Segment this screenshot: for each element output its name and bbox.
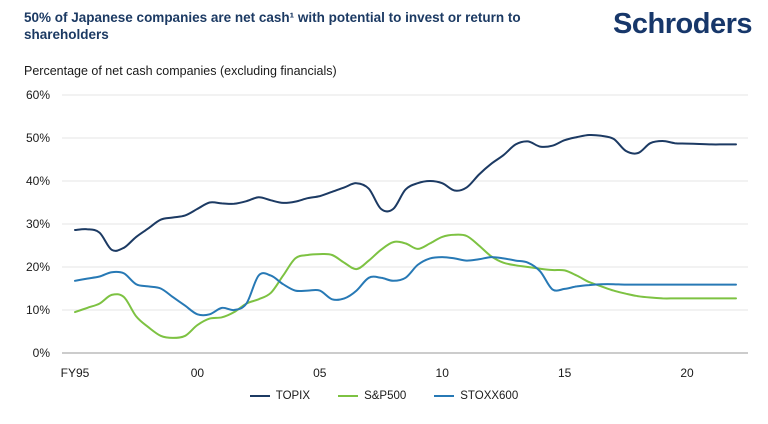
legend-label-sp500: S&P500 <box>364 390 407 402</box>
legend-label-topix: TOPIX <box>275 390 311 402</box>
y-tick-label: 50% <box>26 131 50 145</box>
series-line-sp500 <box>74 233 737 339</box>
x-tick-label: 20 <box>680 366 694 380</box>
legend-item-stoxx600: STOXX600 <box>434 390 518 402</box>
schroders-logo: Schroders <box>613 8 752 40</box>
legend-item-topix: TOPIX <box>249 390 311 402</box>
x-tick-label: 00 <box>191 366 205 380</box>
chart-title: 50% of Japanese companies are net cash¹ … <box>24 10 521 42</box>
legend-swatch-sp500 <box>338 395 359 397</box>
legend-item-sp500: S&P500 <box>338 390 406 402</box>
series-line-stoxx600 <box>74 256 737 317</box>
y-tick-label: 40% <box>26 174 50 188</box>
x-tick-label: 15 <box>558 366 572 380</box>
y-tick-label: 20% <box>26 260 50 274</box>
x-tick-label: 10 <box>436 366 450 380</box>
y-tick-label: 0% <box>33 346 51 360</box>
y-tick-label: 60% <box>26 88 50 102</box>
legend-label-stoxx600: STOXX600 <box>460 390 519 402</box>
y-tick-label: 30% <box>26 217 50 231</box>
legend-swatch-topix <box>249 395 270 397</box>
series-line-topix <box>74 133 737 252</box>
x-tick-label: FY95 <box>61 366 90 380</box>
y-tick-label: 10% <box>26 303 50 317</box>
chart-legend: TOPIX S&P500 STOXX600 <box>0 390 768 402</box>
legend-swatch-stoxx600 <box>434 395 455 397</box>
x-tick-label: 05 <box>313 366 327 380</box>
chart-subtitle: Percentage of net cash companies (exclud… <box>24 64 337 78</box>
